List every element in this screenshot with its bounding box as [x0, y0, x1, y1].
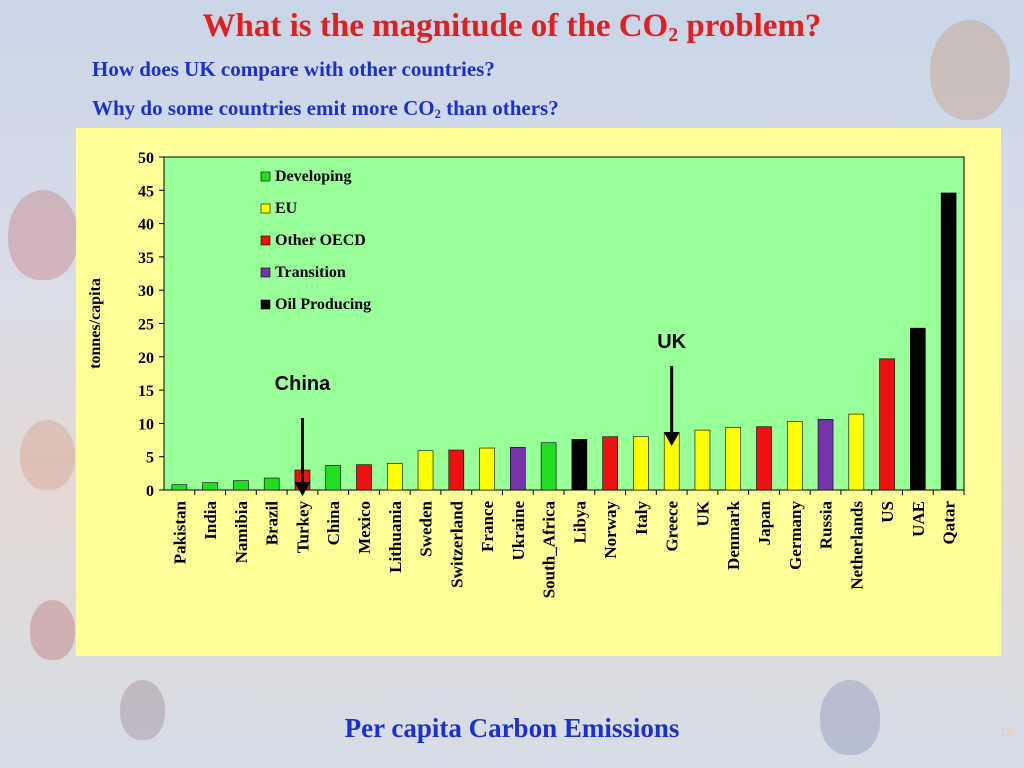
subtitle-compare: How does UK compare with other countries…	[92, 57, 495, 81]
x-tick-label: South_Africa	[540, 501, 559, 599]
background-balloon	[30, 600, 75, 660]
x-tick-label: India	[201, 501, 220, 540]
x-tick-label: Norway	[601, 501, 620, 559]
bar	[325, 465, 342, 491]
x-tick-label: Brazil	[263, 501, 282, 546]
legend-label: Developing	[275, 168, 351, 185]
x-tick-label: Libya	[570, 501, 589, 544]
emissions-bar-chart: 0 5 10 15 20 25 30 35 40 45 50 tonnes/capita Pakista…	[87, 150, 965, 599]
x-tick-label: France	[478, 501, 497, 552]
bar	[233, 480, 249, 491]
y-tick-label: 10	[138, 416, 154, 433]
bar	[448, 449, 465, 491]
bar	[171, 484, 188, 491]
x-tick-label: Netherlands	[847, 501, 866, 590]
x-tick-label: Japan	[755, 500, 774, 545]
x-tick-label: China	[324, 501, 343, 546]
annotation-arrowhead	[663, 432, 680, 446]
bar	[910, 327, 926, 491]
x-tick-label: Qatar	[940, 501, 959, 545]
bar	[786, 421, 803, 491]
bar	[694, 429, 711, 491]
x-tick-label: Turkey	[293, 501, 312, 554]
annotation-label: China	[275, 373, 331, 395]
bar	[940, 192, 957, 491]
x-tick-label: Lithuania	[386, 501, 405, 573]
legend-swatch	[260, 203, 271, 214]
bar	[817, 419, 834, 491]
x-tick-label: US	[878, 501, 897, 523]
legend-swatch	[260, 267, 271, 278]
x-tick-label: Pakistan	[170, 500, 189, 564]
bar	[756, 426, 772, 491]
legend-swatch	[260, 299, 271, 310]
bar	[571, 439, 588, 491]
bar	[510, 447, 526, 491]
legend-label: Transition	[275, 264, 346, 281]
x-tick-label: Greece	[663, 501, 682, 552]
x-tick-label: Namibia	[232, 501, 251, 564]
bar	[725, 427, 742, 491]
legend-label: Oil Producing	[275, 296, 371, 313]
legend-swatch	[260, 171, 271, 182]
bar	[417, 450, 434, 491]
bar	[879, 358, 895, 491]
footer-caption: Per capita Carbon Emissions	[344, 713, 680, 743]
background-balloon	[120, 680, 165, 740]
x-tick-label: Denmark	[724, 500, 743, 569]
bar	[602, 436, 618, 491]
x-tick-label: Ukraine	[509, 501, 528, 561]
y-tick-label: 35	[138, 250, 154, 267]
legend-label: EU	[275, 200, 298, 217]
bar	[263, 477, 280, 491]
background-balloon	[930, 20, 1010, 120]
x-tick-label: Mexico	[355, 501, 374, 554]
x-tick-label: Sweden	[417, 500, 436, 556]
background-balloon	[8, 190, 78, 280]
y-tick-label: 30	[138, 283, 154, 300]
y-tick-label: 5	[146, 450, 154, 467]
chart-area: 0 5 10 15 20 25 30 35 40 45 50 tonnes/capita Pakista…	[76, 128, 1001, 656]
y-tick-label: 40	[138, 217, 154, 234]
legend-label: Other OECD	[275, 232, 366, 249]
legend-swatch	[260, 235, 271, 246]
y-tick-label: 25	[138, 317, 154, 334]
bar	[356, 464, 372, 491]
annotation-label: UK	[657, 331, 686, 353]
bar	[386, 463, 403, 491]
y-axis-label: tonnes/capita	[87, 278, 104, 369]
background-balloon	[20, 420, 75, 490]
x-tick-label: Italy	[632, 501, 651, 536]
bar	[633, 436, 649, 491]
bar	[479, 447, 495, 491]
y-tick-label: 20	[138, 350, 154, 367]
background-balloon	[820, 680, 880, 755]
y-tick-label: 0	[146, 483, 154, 500]
x-tick-label: UAE	[909, 501, 928, 537]
bar	[848, 413, 865, 491]
y-tick-label: 50	[138, 150, 154, 167]
x-tick-label: UK	[693, 500, 712, 526]
annotation-arrowhead	[294, 482, 311, 496]
bar	[202, 482, 218, 491]
subtitle-why: Why do some countries emit more CO2 than…	[92, 96, 559, 122]
bar	[540, 442, 557, 491]
y-tick-label: 15	[138, 383, 154, 400]
page-number: 12	[999, 724, 1014, 739]
x-tick-label: Russia	[817, 501, 836, 550]
slide-title: What is the magnitude of the CO2 problem…	[202, 8, 822, 46]
y-tick-label: 45	[138, 183, 154, 200]
x-tick-label: Switzerland	[447, 500, 466, 587]
x-tick-label: Germany	[786, 501, 805, 570]
